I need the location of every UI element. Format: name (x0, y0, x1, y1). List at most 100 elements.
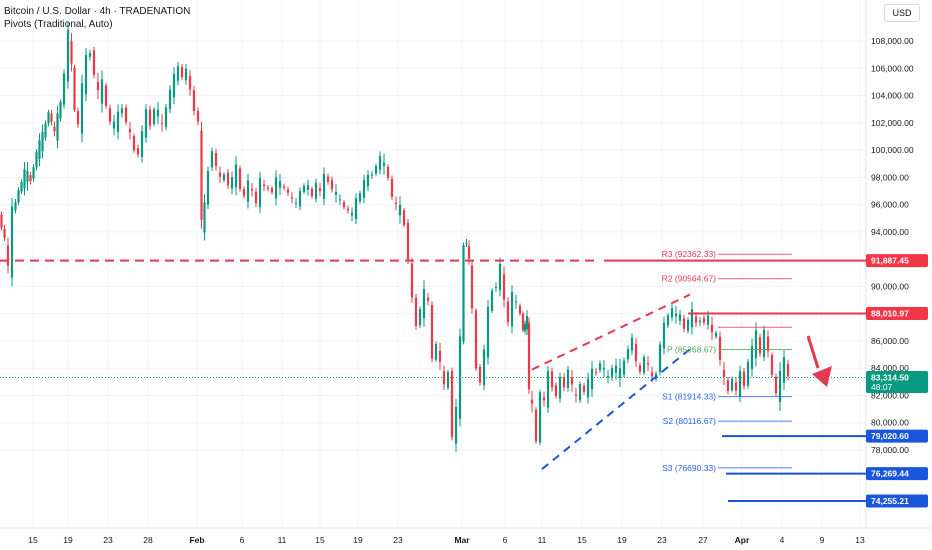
candle-body (29, 175, 32, 182)
candle-body (124, 107, 128, 123)
candle-body (76, 110, 80, 125)
candle-body (742, 371, 746, 386)
candle-body (554, 385, 558, 396)
candle-body (762, 329, 766, 357)
candle-body (374, 166, 378, 174)
y-tick-label: 82,000.00 (871, 390, 909, 400)
candle-body (558, 377, 562, 399)
candle-body (525, 316, 529, 330)
candle-body (184, 68, 188, 80)
candle-body (152, 109, 156, 125)
candle-body (658, 344, 662, 373)
x-tick-label: 9 (820, 535, 825, 545)
candle-body (710, 324, 714, 333)
candle-body (566, 369, 570, 388)
candle-body (470, 265, 474, 309)
candle-body (346, 208, 350, 211)
candle-body (136, 148, 140, 155)
candle-body (286, 189, 290, 193)
candle-body (766, 336, 770, 352)
candle-body (594, 371, 598, 373)
candle-body (66, 29, 70, 82)
candle-body (434, 343, 438, 360)
candle-body (770, 354, 774, 375)
candle-body (518, 305, 522, 314)
candle-body (218, 172, 222, 177)
candle-body (706, 315, 710, 325)
candle-body (598, 363, 602, 370)
candle-body (734, 382, 738, 391)
candle-body (465, 242, 468, 244)
candle-body (172, 73, 176, 98)
candle-body (754, 330, 758, 359)
candle-body (164, 107, 168, 127)
candle-body (527, 322, 531, 390)
candle-body (20, 181, 23, 192)
candle-body (266, 187, 270, 189)
x-tick-label: 27 (698, 535, 708, 545)
candle-body (521, 313, 525, 331)
x-tick-label: 23 (657, 535, 667, 545)
candle-body (690, 309, 694, 328)
candle-body (180, 67, 184, 78)
candle-body (14, 201, 17, 211)
currency-button[interactable]: USD (884, 4, 920, 22)
candle-body (156, 109, 160, 117)
candle-body (390, 178, 394, 197)
candle-body (278, 181, 282, 188)
candle-body (270, 188, 274, 193)
candle-body (694, 316, 698, 323)
candle-body (406, 222, 410, 261)
bearish-arrow-head (812, 366, 832, 387)
y-tick-label: 84,000.00 (871, 363, 909, 373)
candle-body (242, 189, 246, 196)
candle-body (132, 136, 136, 151)
candle-body (774, 376, 778, 394)
candle-body (638, 365, 642, 372)
candle-body (446, 372, 450, 388)
candle-body (70, 41, 73, 64)
candle-body (702, 318, 706, 323)
x-tick-label: 15 (577, 535, 587, 545)
candle-body (96, 81, 100, 91)
candle-body (758, 337, 762, 354)
y-tick-label: 98,000.00 (871, 172, 909, 182)
candle-body (116, 111, 120, 132)
candle-body (582, 385, 586, 392)
candle-body (454, 407, 458, 444)
candle-body (47, 112, 50, 124)
candle-body (350, 212, 354, 216)
candle-body (574, 394, 578, 396)
candle-body (53, 126, 56, 132)
candle-body (200, 130, 203, 220)
candle-body (362, 180, 366, 198)
candle-body (214, 152, 218, 166)
candle-body (176, 66, 180, 81)
candle-body (144, 109, 148, 138)
price-badge-7626944 (866, 467, 928, 481)
candle-body (678, 314, 682, 321)
x-tick-label: 11 (538, 535, 547, 545)
x-tick-label: 28 (143, 535, 153, 545)
candle-body (602, 367, 606, 370)
price-badge-text: 83,314.50 (871, 373, 909, 383)
candle-body (662, 322, 666, 349)
candle-body (666, 315, 670, 326)
y-tick-label: 102,000.00 (871, 118, 914, 128)
candle-body (590, 368, 594, 390)
candle-body (56, 113, 59, 141)
candle-body (306, 185, 310, 190)
candle-body (610, 368, 614, 378)
candle-body (478, 367, 482, 383)
x-tick-label: 15 (315, 535, 325, 545)
candle-body (750, 346, 754, 370)
chart-header: Bitcoin / U.S. Dollar · 4h · TRADENATION… (4, 5, 190, 31)
y-tick-label: 94,000.00 (871, 227, 909, 237)
candle-body (254, 191, 258, 204)
candle-body (698, 320, 702, 323)
candle-body (314, 182, 318, 199)
candle-body (418, 309, 422, 326)
indicator-label[interactable]: Pivots (Traditional, Auto) (4, 19, 113, 30)
candle-body (338, 199, 342, 201)
